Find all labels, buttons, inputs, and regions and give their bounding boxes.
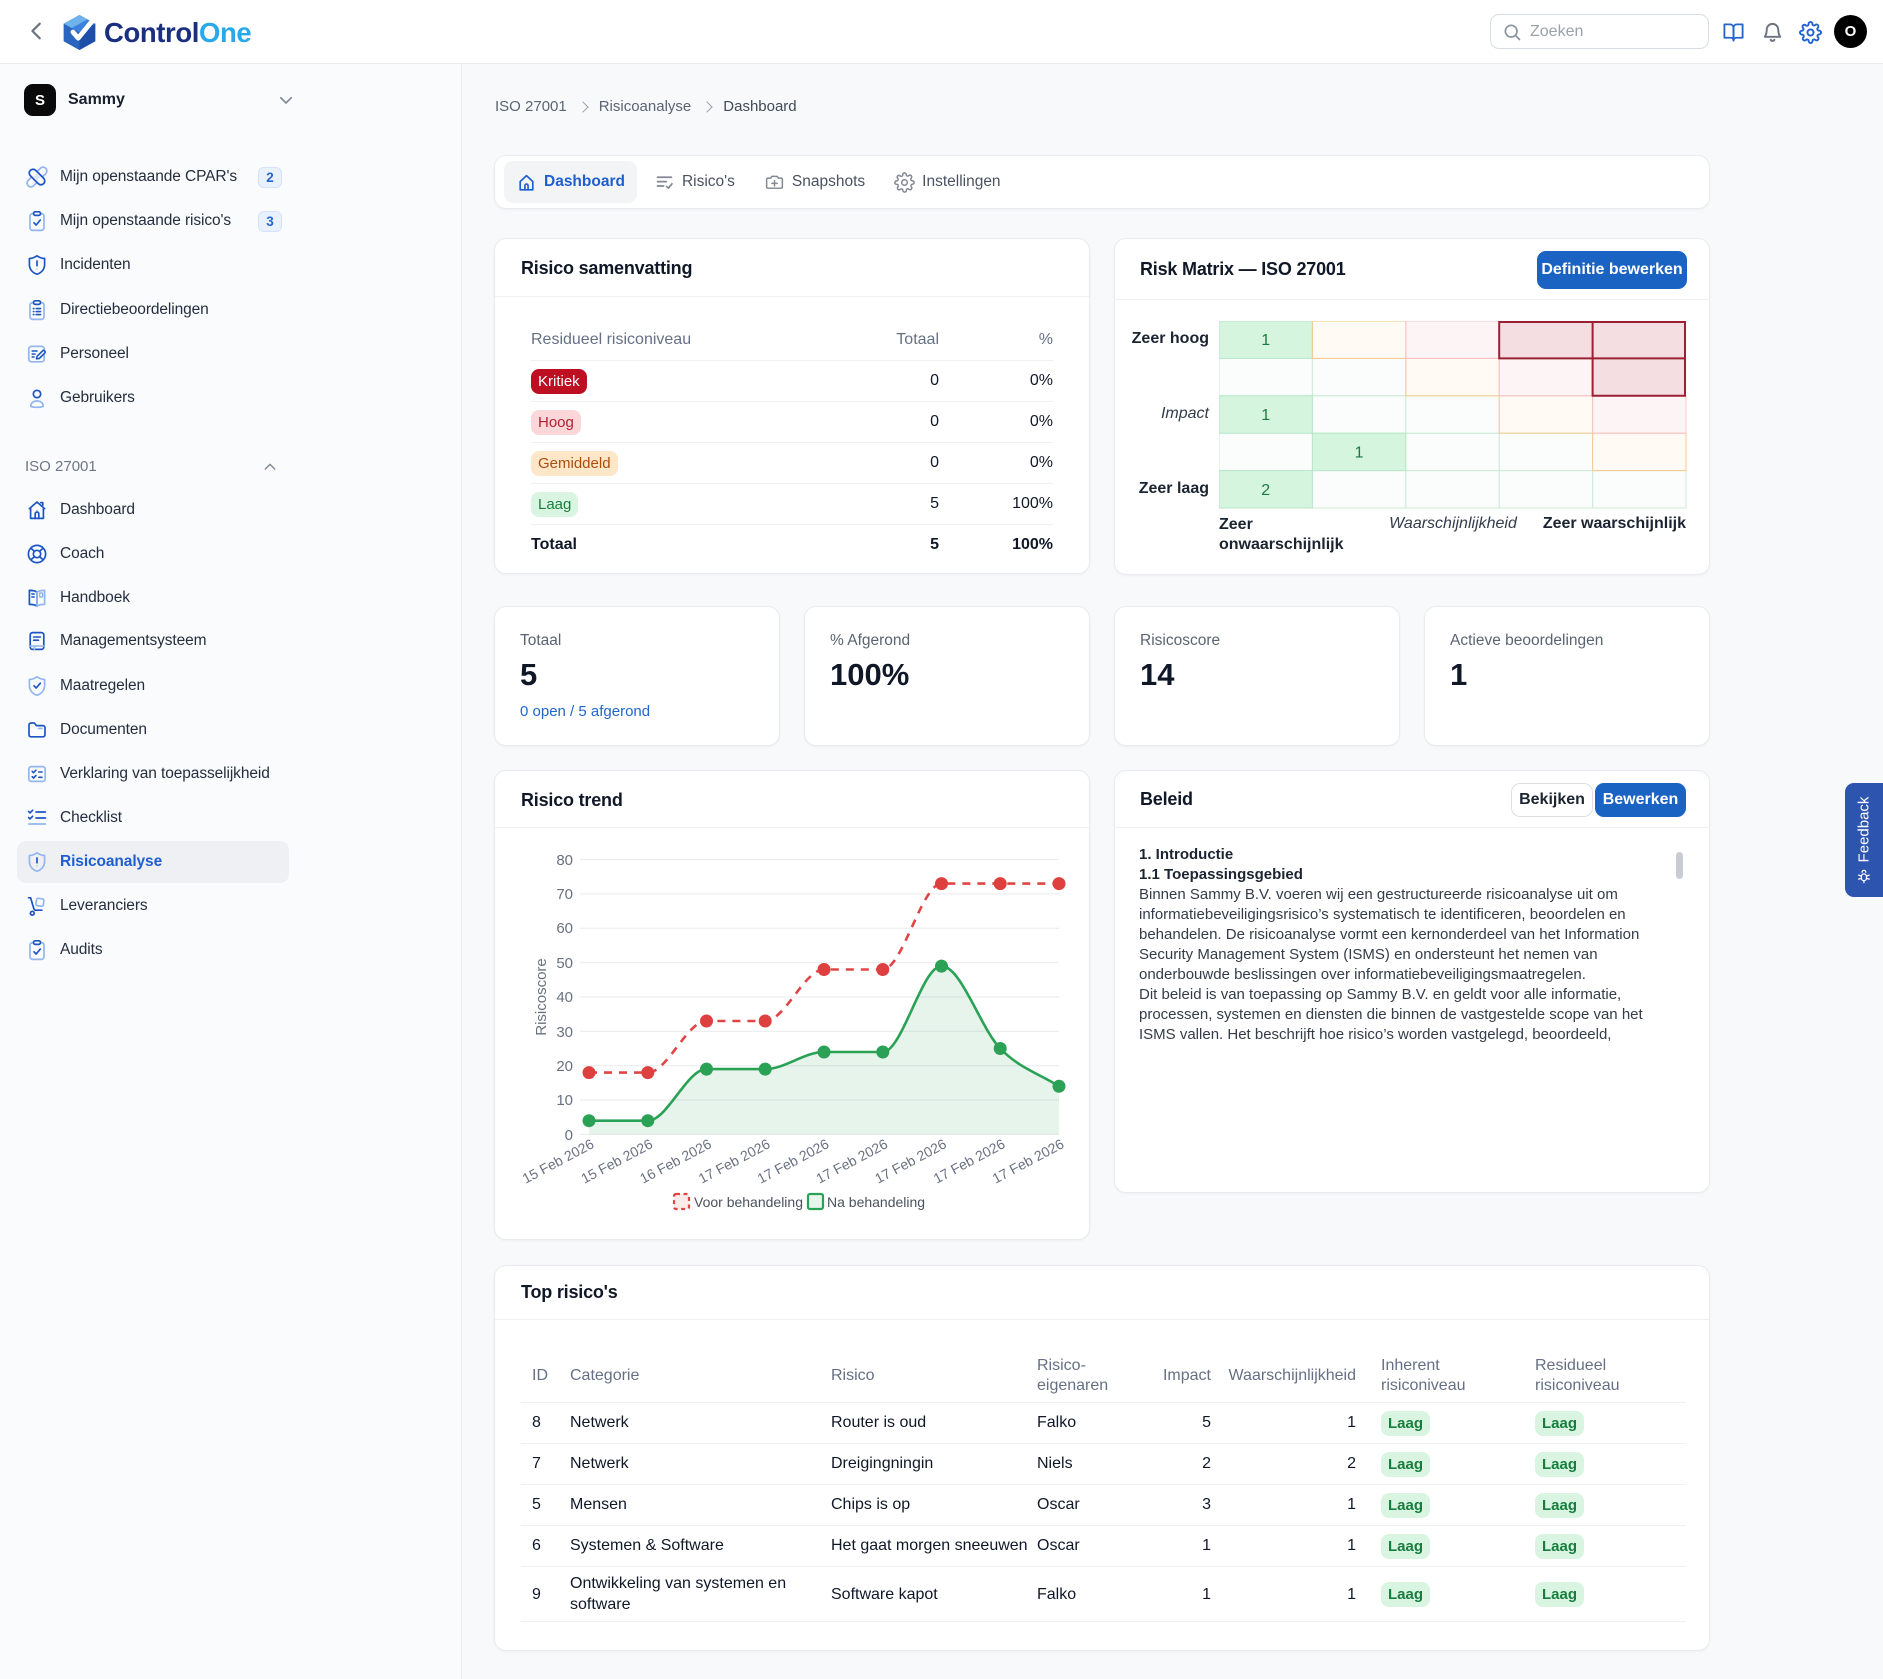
- svg-text:1: 1: [1261, 407, 1270, 424]
- svg-text:0: 0: [565, 1127, 573, 1144]
- svg-text:70: 70: [556, 886, 573, 903]
- svg-text:40: 40: [556, 989, 573, 1006]
- svg-text:1: 1: [1261, 332, 1270, 349]
- svg-text:20: 20: [556, 1058, 573, 1075]
- svg-text:1: 1: [1355, 444, 1364, 461]
- svg-text:10: 10: [556, 1092, 573, 1109]
- svg-text:80: 80: [556, 852, 573, 869]
- svg-text:60: 60: [556, 920, 573, 937]
- svg-text:Na behandeling: Na behandeling: [827, 1194, 925, 1210]
- svg-text:Risicoscore: Risicoscore: [533, 958, 550, 1036]
- svg-text:2: 2: [1261, 482, 1270, 499]
- svg-text:30: 30: [556, 1024, 573, 1041]
- svg-text:Voor behandeling: Voor behandeling: [694, 1194, 803, 1210]
- svg-text:50: 50: [556, 955, 573, 972]
